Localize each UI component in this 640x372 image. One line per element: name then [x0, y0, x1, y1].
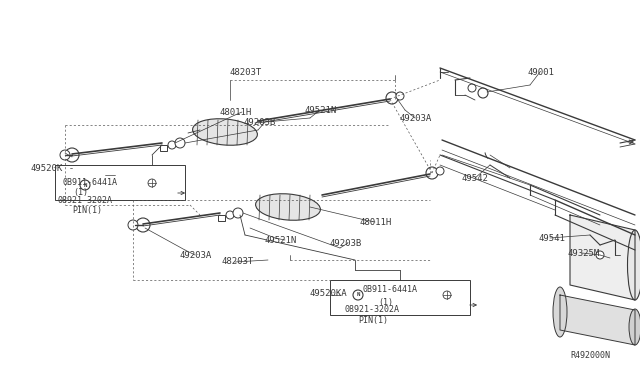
Text: 49203B: 49203B — [330, 238, 362, 247]
Circle shape — [233, 208, 243, 218]
Text: 48011H: 48011H — [220, 108, 252, 116]
Circle shape — [168, 141, 176, 149]
Circle shape — [175, 138, 185, 148]
Circle shape — [386, 92, 398, 104]
Text: PIN(1): PIN(1) — [72, 205, 102, 215]
Text: 49521N: 49521N — [265, 235, 297, 244]
Circle shape — [426, 167, 438, 179]
Circle shape — [128, 220, 138, 230]
Bar — [55, 165, 185, 200]
Circle shape — [136, 218, 150, 232]
Text: 49001: 49001 — [528, 67, 555, 77]
Circle shape — [353, 290, 363, 300]
Circle shape — [226, 211, 234, 219]
Circle shape — [148, 179, 156, 187]
Ellipse shape — [629, 309, 640, 345]
Text: (1): (1) — [73, 187, 88, 196]
Text: (1): (1) — [378, 298, 393, 307]
Ellipse shape — [255, 194, 321, 220]
Text: 49325M: 49325M — [568, 248, 600, 257]
Text: 08921-3202A: 08921-3202A — [57, 196, 112, 205]
Circle shape — [468, 84, 476, 92]
Text: 48011H: 48011H — [360, 218, 392, 227]
Text: 48203T: 48203T — [230, 67, 262, 77]
Circle shape — [596, 251, 604, 259]
Text: 49542: 49542 — [462, 173, 489, 183]
Polygon shape — [560, 295, 635, 345]
Circle shape — [436, 167, 444, 175]
Text: 0B911-6441A: 0B911-6441A — [62, 177, 117, 186]
Text: 0B911-6441A: 0B911-6441A — [363, 285, 418, 295]
Ellipse shape — [553, 287, 567, 337]
Circle shape — [443, 291, 451, 299]
Bar — [160, 145, 167, 151]
Text: 49203A: 49203A — [180, 250, 212, 260]
Text: 48203T: 48203T — [222, 257, 254, 266]
Text: N: N — [83, 183, 86, 187]
Text: 49521N: 49521N — [305, 106, 337, 115]
Circle shape — [396, 92, 404, 100]
Text: 49520K: 49520K — [30, 164, 62, 173]
Circle shape — [60, 150, 70, 160]
Ellipse shape — [193, 119, 257, 145]
Text: 08921-3202A: 08921-3202A — [345, 305, 400, 314]
Text: N: N — [356, 292, 360, 298]
Text: 49520KA: 49520KA — [310, 289, 348, 298]
Polygon shape — [570, 215, 635, 300]
Circle shape — [80, 180, 90, 190]
Circle shape — [478, 88, 488, 98]
Circle shape — [65, 148, 79, 162]
Bar — [218, 215, 225, 221]
Text: 49203B: 49203B — [243, 118, 275, 126]
Text: 49203A: 49203A — [400, 113, 432, 122]
Ellipse shape — [627, 230, 640, 300]
Bar — [330, 280, 470, 315]
Text: R492000N: R492000N — [570, 350, 610, 359]
Text: 49541: 49541 — [539, 234, 566, 243]
Text: PIN(1): PIN(1) — [358, 315, 388, 324]
